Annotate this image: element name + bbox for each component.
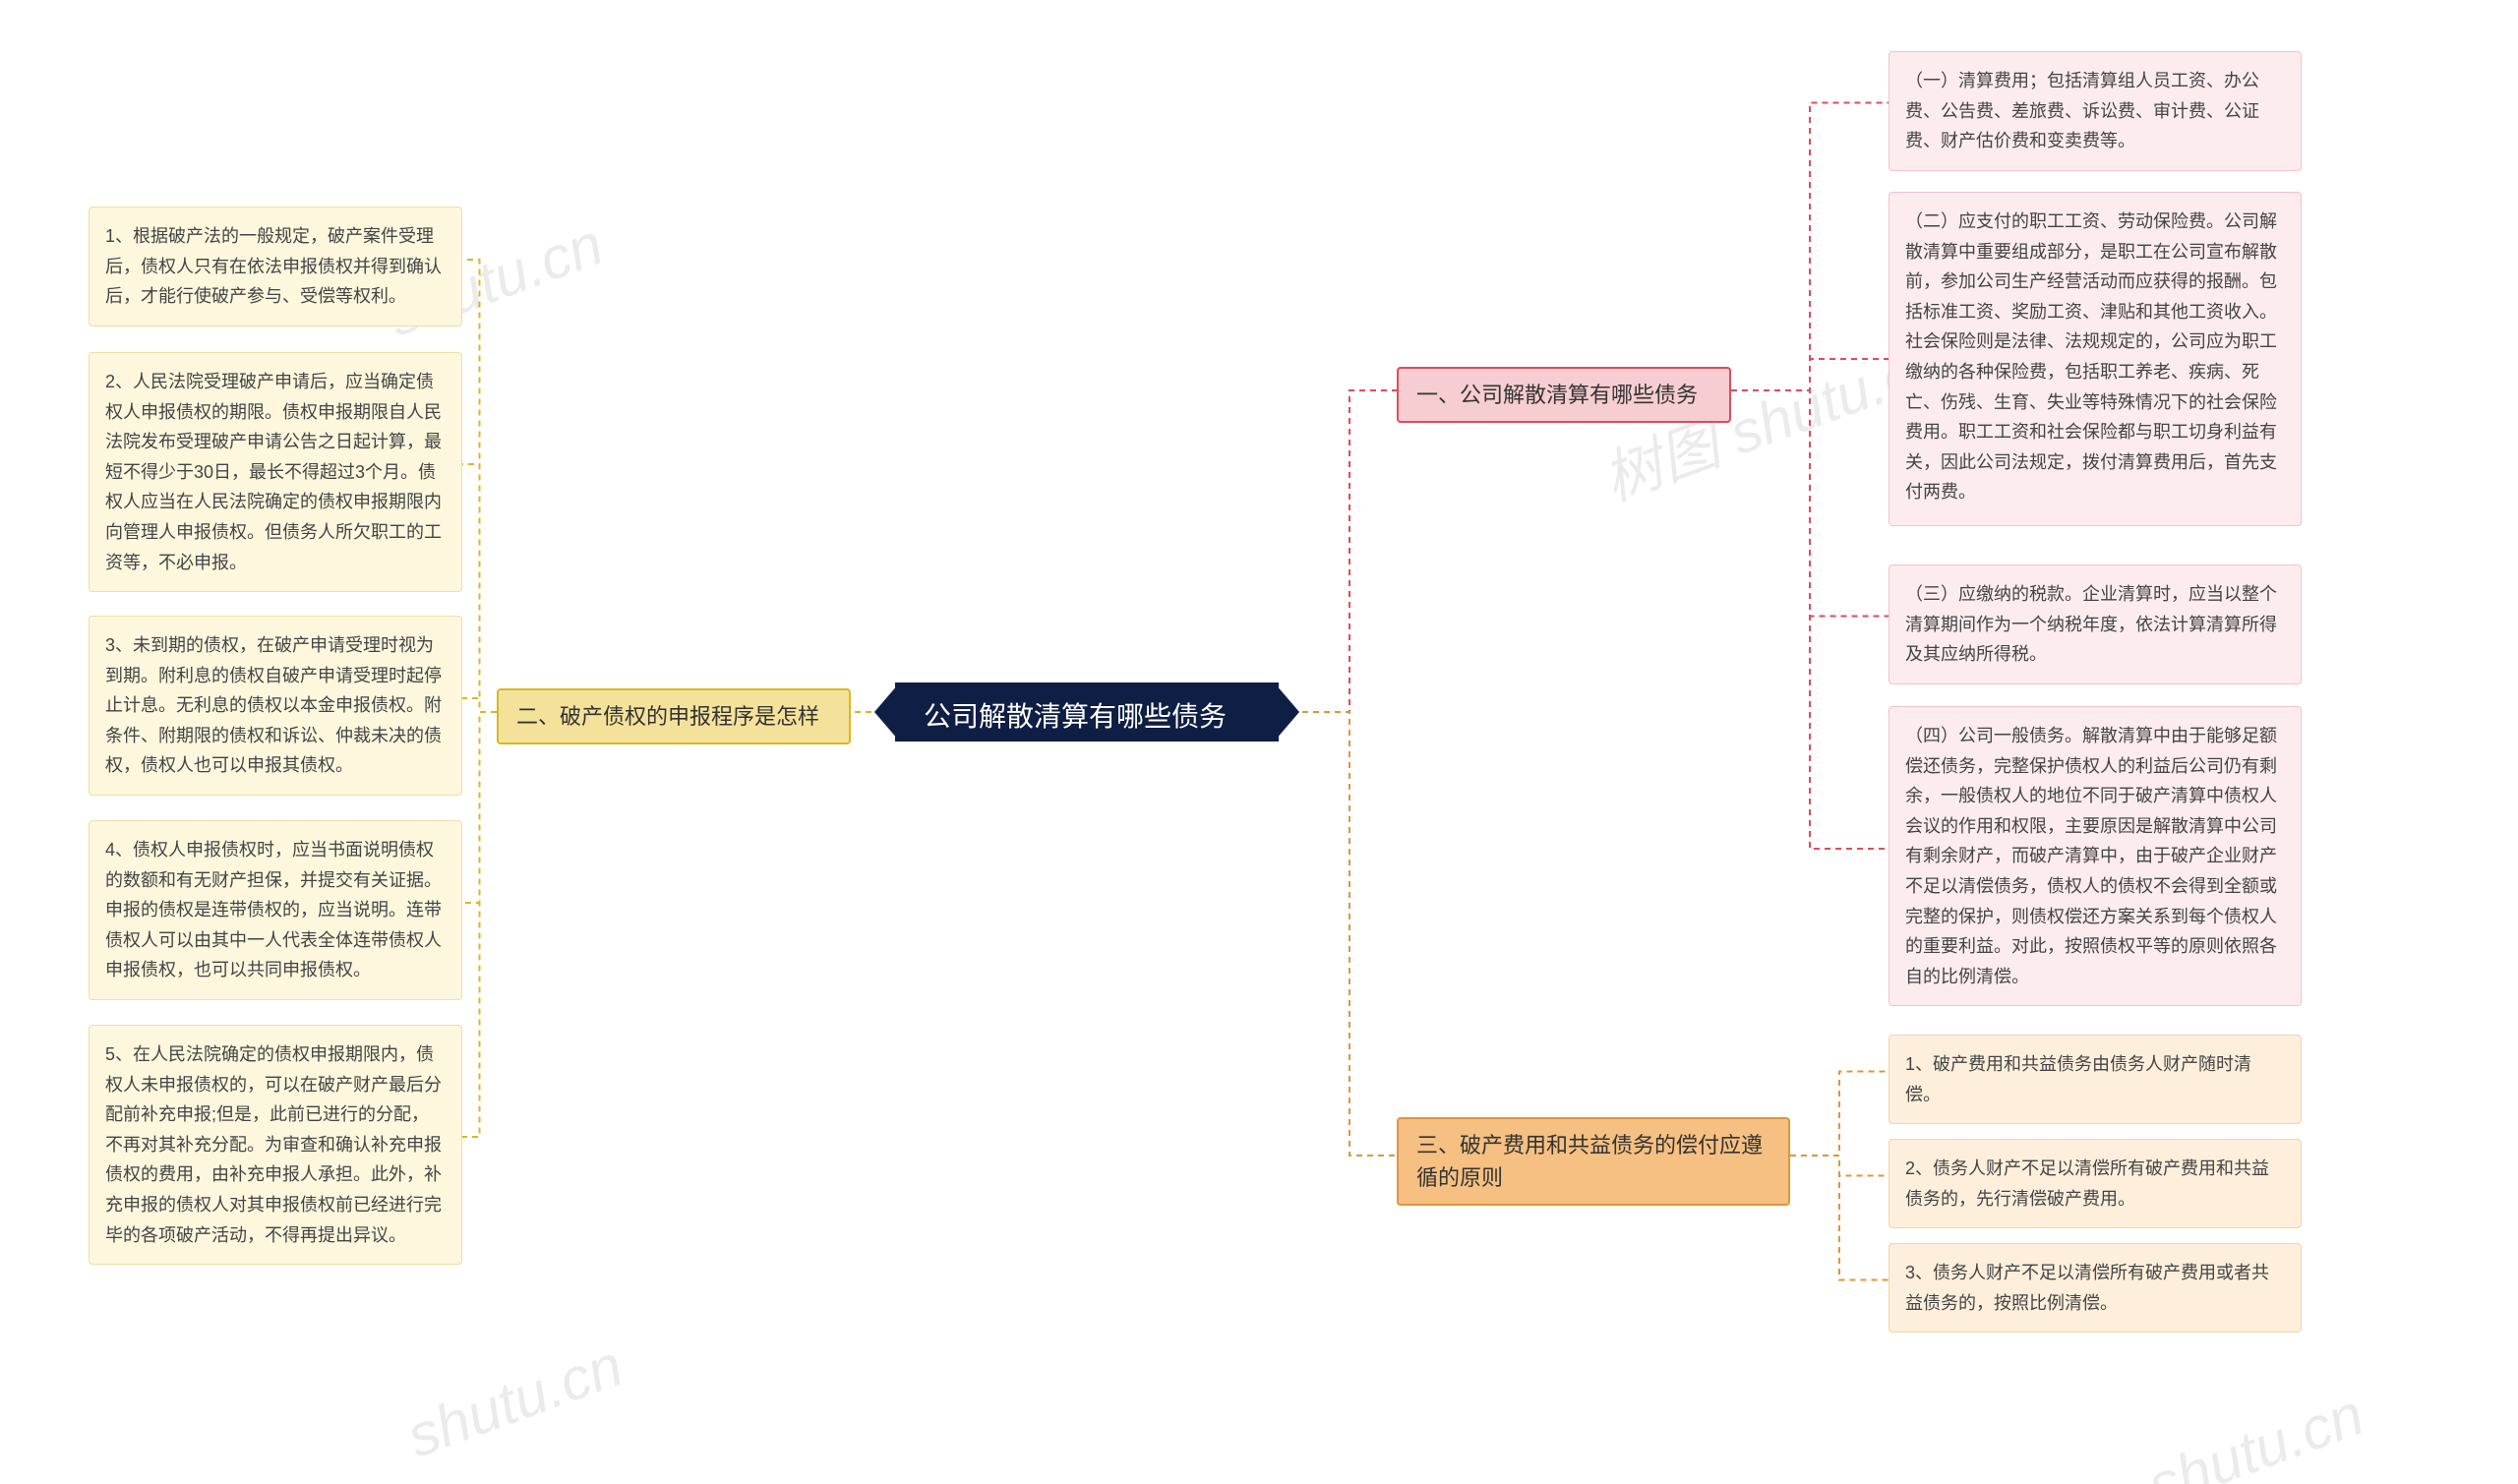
leaf-node-two-5: 5、在人民法院确定的债权申报期限内，债权人未申报债权的，可以在破产财产最后分配前… <box>89 1025 462 1265</box>
leaf-node-one-1: （一）清算费用；包括清算组人员工资、办公费、公告费、差旅费、诉讼费、审计费、公证… <box>1888 51 2302 171</box>
leaf-node-one-2: （二）应支付的职工工资、劳动保险费。公司解散清算中重要组成部分，是职工在公司宣布… <box>1888 192 2302 526</box>
leaf-node-one-4: （四）公司一般债务。解散清算中由于能够足额偿还债务，完整保护债权人的利益后公司仍… <box>1888 706 2302 1006</box>
root-node: 公司解散清算有哪些债务 <box>895 683 1279 742</box>
leaf-node-one-3: （三）应缴纳的税款。企业清算时，应当以整个清算期间作为一个纳税年度，依法计算清算… <box>1888 564 2302 684</box>
leaf-node-two-2: 2、人民法院受理破产申请后，应当确定债权人申报债权的期限。债权申报期限自人民法院… <box>89 352 462 592</box>
topic-node-one: 一、公司解散清算有哪些债务 <box>1397 367 1731 423</box>
leaf-node-three-1: 1、破产费用和共益债务由债务人财产随时清偿。 <box>1888 1035 2302 1124</box>
topic-node-two: 二、破产债权的申报程序是怎样 <box>497 688 851 744</box>
leaf-node-two-1: 1、根据破产法的一般规定，破产案件受理后，债权人只有在依法申报债权并得到确认后，… <box>89 207 462 326</box>
watermark: shutu.cn <box>398 1331 631 1470</box>
topic-node-three: 三、破产费用和共益债务的偿付应遵循的原则 <box>1397 1117 1790 1206</box>
watermark: shutu.cn <box>2139 1380 2372 1484</box>
leaf-node-three-3: 3、债务人财产不足以清偿所有破产费用或者共益债务的，按照比例清偿。 <box>1888 1243 2302 1333</box>
leaf-node-two-4: 4、债权人申报债权时，应当书面说明债权的数额和有无财产担保，并提交有关证据。申报… <box>89 820 462 1000</box>
leaf-node-two-3: 3、未到期的债权，在破产申请受理时视为到期。附利息的债权自破产申请受理时起停止计… <box>89 616 462 796</box>
leaf-node-three-2: 2、债务人财产不足以清偿所有破产费用和共益债务的，先行清偿破产费用。 <box>1888 1139 2302 1228</box>
